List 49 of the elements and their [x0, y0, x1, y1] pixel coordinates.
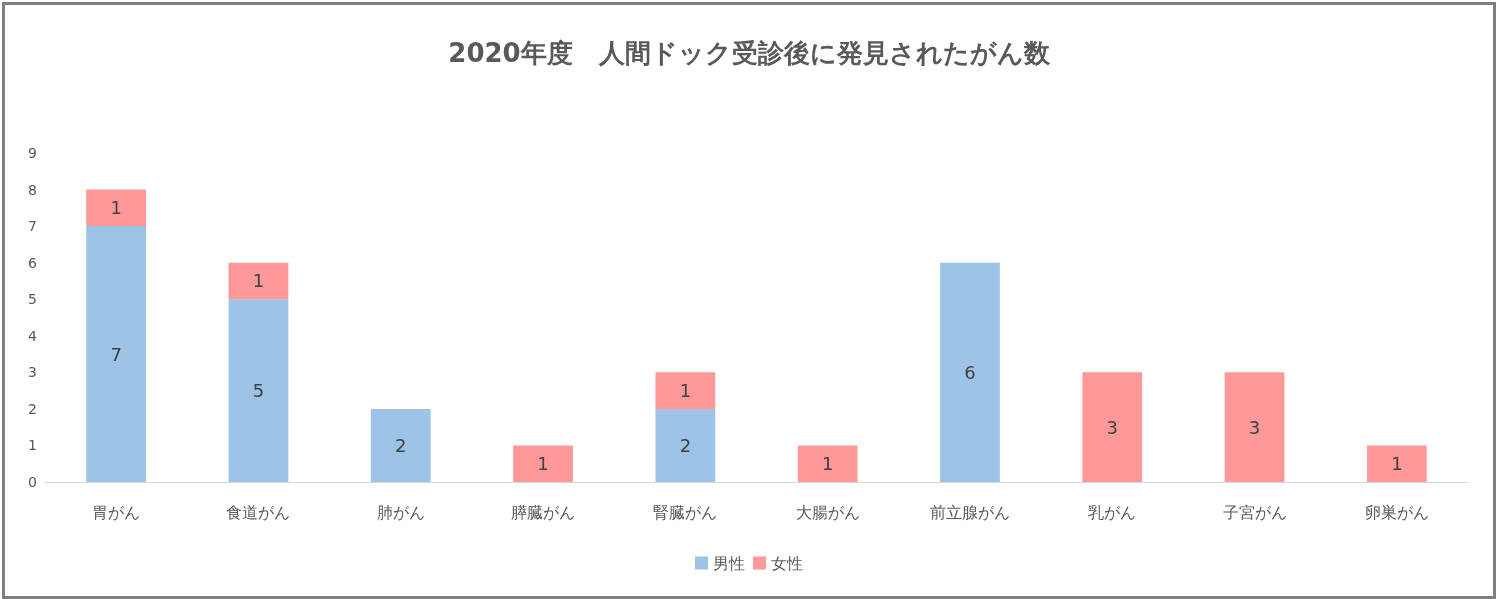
bar: [1366, 445, 1427, 482]
bar: [655, 372, 716, 409]
y-tick-label: 1: [28, 437, 37, 454]
bar: [1082, 372, 1143, 482]
y-tick-label: 0: [28, 474, 37, 490]
chart-title: 2020年度 人間ドック受診後に発見されたがん数: [448, 38, 1051, 68]
x-tick-label: 子宮がん: [1222, 502, 1287, 522]
x-tick-label: 乳がん: [1088, 502, 1137, 522]
x-tick-label: 肺がん: [376, 502, 425, 522]
x-tick-label: 大腸がん: [795, 502, 860, 522]
data-label: 3: [1248, 416, 1261, 438]
bar: [1224, 372, 1285, 482]
bar: [228, 262, 289, 300]
y-tick-label: 4: [28, 327, 38, 344]
x-tick-label: 前立腺がん: [929, 502, 1010, 522]
bar: [797, 445, 858, 482]
y-tick-label: 6: [28, 254, 38, 271]
y-tick-label: 3: [28, 364, 37, 381]
y-tick-label: 7: [28, 218, 37, 235]
data-label: 3: [1106, 416, 1118, 438]
bar: [370, 408, 431, 482]
data-label: 1: [537, 453, 549, 475]
x-tick-label: 卵巣がん: [1364, 502, 1429, 522]
x-tick-label: 膵臓がん: [511, 502, 576, 522]
bar: [86, 189, 147, 227]
data-label: 2: [395, 434, 407, 456]
data-label: 7: [110, 343, 122, 365]
y-tick-label: 8: [28, 181, 37, 198]
data-label: 5: [252, 380, 265, 402]
data-label: 1: [821, 453, 834, 475]
bar: [940, 262, 1000, 482]
y-tick-label: 9: [28, 145, 37, 161]
x-tick-label: 胃がん: [92, 502, 141, 522]
data-label: 1: [1391, 453, 1403, 475]
bar: [86, 226, 147, 482]
x-tick-label: 食道がん: [226, 502, 291, 522]
bar: [228, 299, 289, 482]
data-label: 1: [252, 270, 265, 292]
data-label: 6: [964, 361, 976, 383]
legend-label: 男性: [713, 553, 745, 573]
x-tick-label: 腎臓がん: [653, 502, 718, 522]
data-label: 2: [679, 434, 692, 456]
data-label: 1: [110, 197, 122, 219]
y-tick-label: 5: [28, 291, 37, 308]
bar: [513, 445, 573, 482]
y-tick-label: 2: [28, 400, 37, 417]
bar: [655, 408, 716, 482]
legend-label: 女性: [771, 553, 803, 573]
data-label: 1: [679, 380, 692, 402]
